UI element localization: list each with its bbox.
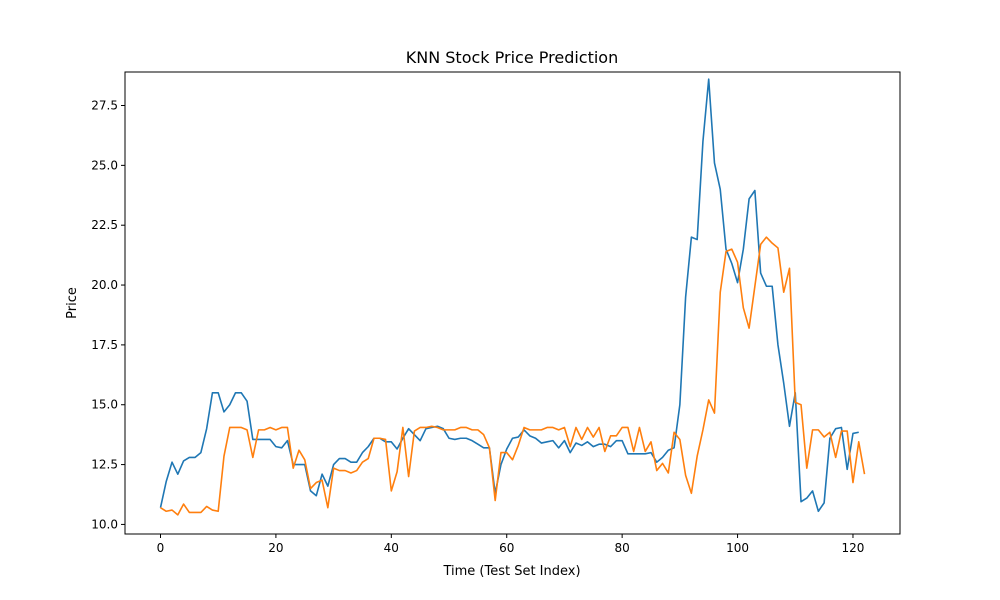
chart-title: KNN Stock Price Prediction <box>406 48 618 67</box>
y-tick-label: 25.0 <box>91 158 118 172</box>
y-tick-label: 27.5 <box>91 99 118 113</box>
series-line-2 <box>160 236 866 516</box>
x-tick-label: 0 <box>157 541 165 555</box>
x-tick-label: 100 <box>726 541 749 555</box>
x-axis-label: Time (Test Set Index) <box>442 564 580 579</box>
y-tick-label: 17.5 <box>91 338 118 352</box>
series-layer <box>159 78 866 516</box>
series-line-1 <box>159 78 859 513</box>
y-tick-label: 10.0 <box>91 517 118 531</box>
x-tick-label: 20 <box>268 541 283 555</box>
y-tick-label: 12.5 <box>91 458 118 472</box>
y-tick-label: 22.5 <box>91 218 118 232</box>
x-tick-label: 120 <box>842 541 865 555</box>
plot-frame <box>124 71 901 535</box>
y-tick-label: 20.0 <box>91 278 118 292</box>
y-axis-label: Price <box>65 287 80 319</box>
y-tick-label: 15.0 <box>91 398 118 412</box>
axes-layer: 0 20 40 60 80 100 120 10.0 12.5 15.0 17.5 20.0 22.5 2… <box>91 99 864 555</box>
x-tick-label: 80 <box>615 541 630 555</box>
x-tick-label: 40 <box>384 541 399 555</box>
x-tick-label: 60 <box>499 541 514 555</box>
